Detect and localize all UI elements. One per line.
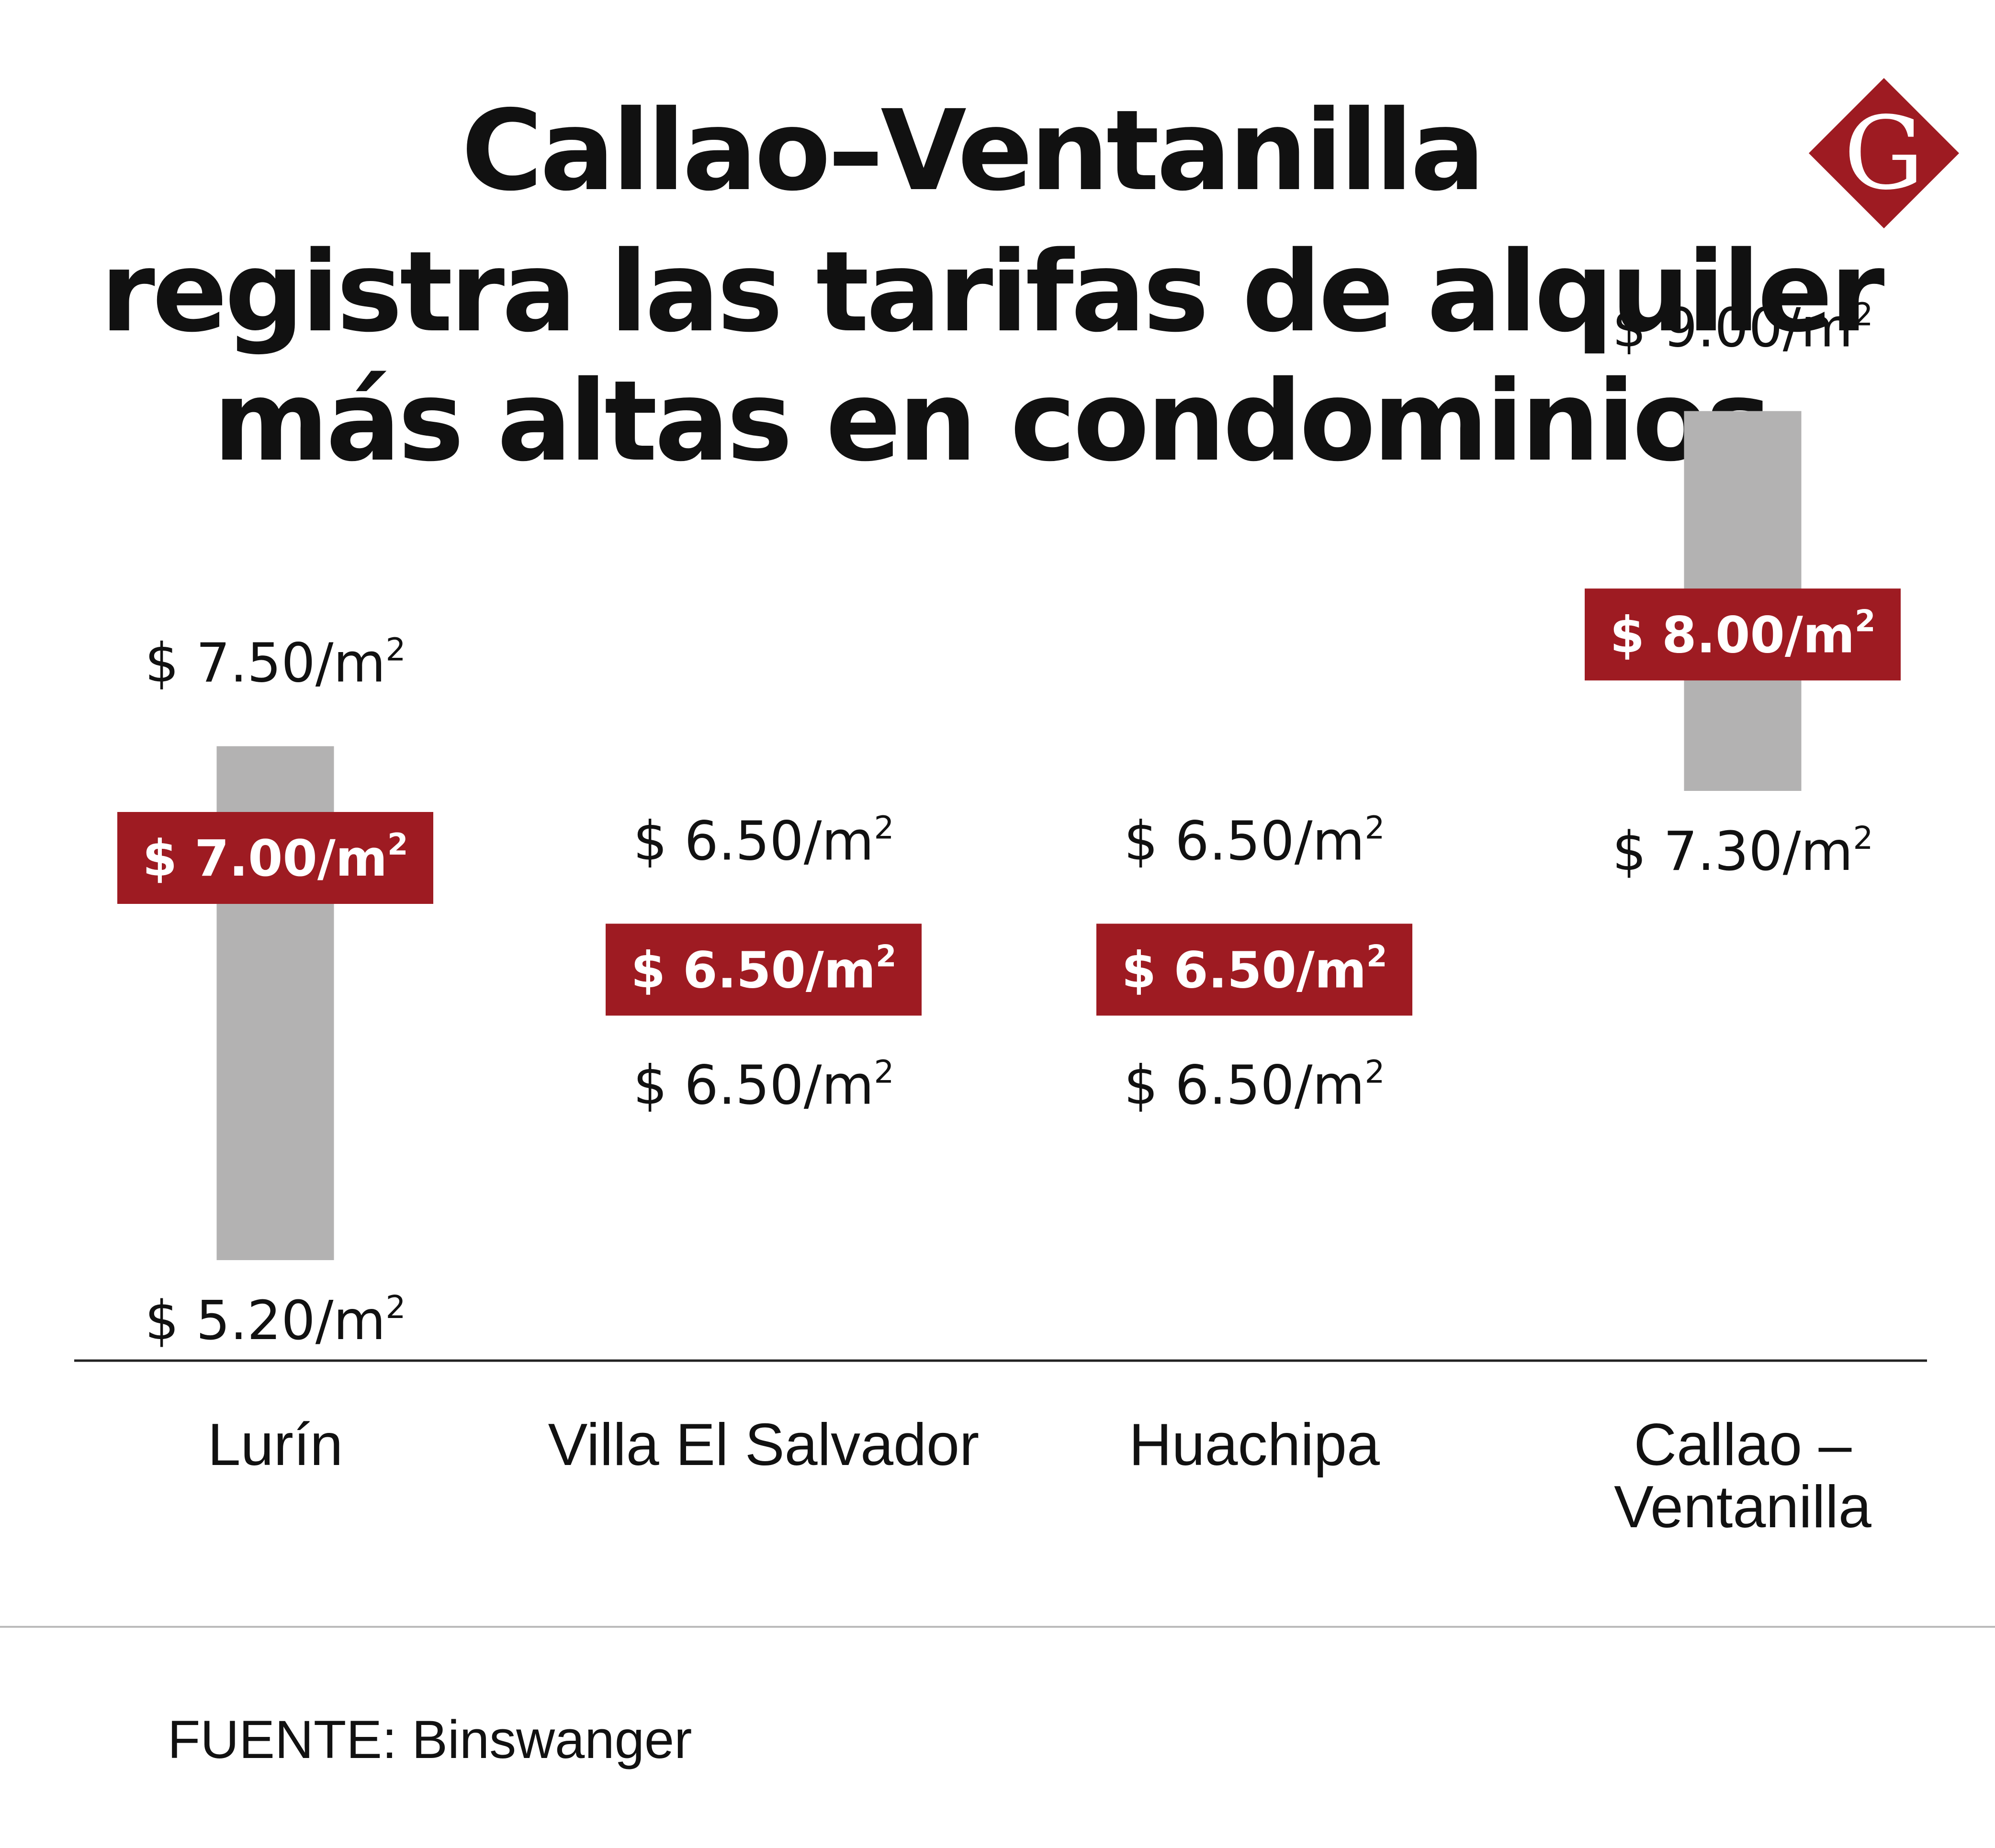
category-label-3-line-0: Callao – (1634, 1412, 1852, 1478)
average-label-0-unit-superscript: 2 (387, 827, 408, 862)
category-label-0: Lurín (208, 1412, 343, 1478)
min-label-2: $ 6.50/m2 (1124, 1053, 1385, 1116)
category-label-1: Villa El Salvador (548, 1412, 980, 1478)
brand-logo: G (1809, 78, 1959, 228)
average-box-3 (1585, 588, 1901, 681)
max-label-2-unit-superscript: 2 (1365, 809, 1385, 846)
chart-title-line-3: más altas en condominios (213, 357, 1769, 486)
max-label-0: $ 7.50/m2 (145, 631, 406, 695)
average-label-2: $ 6.50/m2 (1122, 938, 1387, 999)
min-label-3: $ 7.30/m2 (1612, 820, 1873, 883)
average-label-3-unit-superscript: 2 (1855, 603, 1875, 638)
category-label-2: Huachipa (1129, 1412, 1380, 1478)
max-label-2-value: $ 6.50/m (1124, 810, 1364, 872)
average-label-2-unit-superscript: 2 (1366, 938, 1387, 973)
average-label-0-value: $ 7.00/m (143, 829, 388, 888)
min-label-1-unit-superscript: 2 (874, 1053, 894, 1090)
min-label-1-value: $ 6.50/m (633, 1054, 874, 1116)
max-label-1-unit-superscript: 2 (874, 809, 894, 846)
average-label-1: $ 6.50/m2 (631, 938, 897, 999)
max-label-1: $ 6.50/m2 (633, 809, 894, 872)
average-box-1 (606, 924, 922, 1016)
average-label-1-value: $ 6.50/m (631, 941, 876, 999)
chart-title-line-2: registra las tarifas de alquiler (100, 227, 1884, 357)
source-note: FUENTE: Binswanger (168, 1710, 692, 1769)
max-label-3: $ 9.00/m2 (1612, 296, 1873, 360)
average-label-3: $ 8.00/m2 (1610, 603, 1876, 664)
average-box-0 (117, 812, 433, 904)
max-label-0-value: $ 7.50/m (145, 632, 385, 695)
max-label-0-unit-superscript: 2 (386, 631, 406, 668)
average-label-1-unit-superscript: 2 (876, 938, 896, 973)
min-label-0-unit-superscript: 2 (386, 1289, 406, 1326)
average-label-2-value: $ 6.50/m (1122, 941, 1367, 999)
min-label-2-unit-superscript: 2 (1365, 1053, 1385, 1090)
average-label-3-value: $ 8.00/m (1610, 606, 1855, 664)
category-labels: Lurín Villa El Salvador Huachipa Callao –Ve… (208, 1412, 1871, 1540)
max-label-3-unit-superscript: 2 (1853, 296, 1873, 333)
min-label-3-unit-superscript: 2 (1853, 820, 1873, 856)
min-label-0: $ 5.20/m2 (145, 1289, 406, 1352)
max-label-3-value: $ 9.00/m (1612, 297, 1853, 360)
average-box-2 (1096, 924, 1412, 1016)
range-chart: $ 7.00/m2$ 7.50/m2$ 5.20/m2$ 6.50/m2$ 6.… (117, 296, 1901, 1352)
min-label-2-value: $ 6.50/m (1124, 1054, 1364, 1116)
logo-letter: G (1844, 95, 1924, 212)
category-label-3-line-1: Ventanilla (1614, 1474, 1871, 1540)
min-label-0-value: $ 5.20/m (145, 1290, 385, 1352)
max-label-2: $ 6.50/m2 (1124, 809, 1385, 872)
average-label-0: $ 7.00/m2 (143, 827, 408, 888)
logo-diamond (1809, 78, 1959, 228)
min-label-1: $ 6.50/m2 (633, 1053, 894, 1116)
max-label-1-value: $ 6.50/m (633, 810, 874, 872)
min-label-3-value: $ 7.30/m (1612, 821, 1853, 883)
chart-title-line-1: Callao–Ventanilla (462, 86, 1483, 215)
